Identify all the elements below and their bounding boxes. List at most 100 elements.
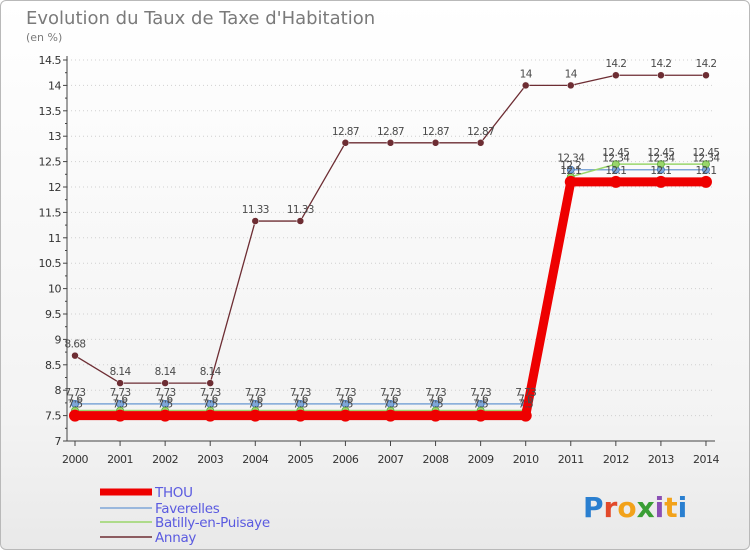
y-tick-label: 13 [48, 130, 61, 143]
data-point [251, 217, 260, 225]
data-label: 14.2 [695, 58, 716, 70]
data-label: 7.6 [338, 394, 354, 406]
data-label: 7.6 [383, 394, 399, 406]
data-point [204, 409, 217, 422]
data-point [114, 409, 127, 422]
data-label: 11.33 [242, 204, 269, 216]
y-tick-label: 9 [55, 333, 62, 346]
data-label: 7.6 [158, 394, 174, 406]
series-line [75, 177, 706, 421]
legend-label: Batilly-en-Puisaye [155, 515, 270, 531]
x-tick-label: 2010 [513, 453, 539, 466]
data-label: 12.1 [650, 165, 671, 177]
data-label: 12.87 [332, 126, 359, 138]
y-tick-label: 12 [48, 181, 61, 194]
data-point [296, 217, 305, 225]
legend-item-thou: THOU [100, 485, 193, 501]
data-point [429, 409, 442, 422]
x-tick-label: 2006 [332, 453, 358, 466]
data-point [564, 175, 577, 188]
data-point [476, 139, 485, 147]
data-label: 14.2 [605, 58, 626, 70]
legend-label: THOU [154, 485, 193, 501]
data-label: 12.1 [695, 165, 716, 177]
data-point [474, 409, 487, 422]
data-label: 12.87 [422, 126, 449, 138]
x-tick-label: 2002 [152, 453, 178, 466]
data-label: 7.73 [470, 387, 491, 399]
data-point [657, 160, 665, 169]
y-tick-label: 14.5 [39, 54, 62, 67]
data-label: 12.45 [602, 147, 629, 159]
data-label: 12.34 [602, 153, 630, 165]
data-point [341, 139, 350, 147]
data-label: 8.14 [155, 366, 177, 378]
data-label: 7.73 [200, 387, 221, 399]
data-label: 7.73 [335, 387, 356, 399]
data-label: 12.45 [692, 147, 719, 159]
data-label: 7.6 [113, 394, 129, 406]
legend-item-batilly-en-puisaye: Batilly-en-Puisaye [100, 515, 270, 531]
data-label: 12.87 [467, 126, 494, 138]
data-label: 7.73 [290, 387, 311, 399]
legend-label: Annay [155, 530, 196, 546]
data-point [609, 175, 622, 188]
data-labels: 8.68 8.14 8.14 8.14 11.33 11.33 12.87 12.87 12.8… [65, 58, 722, 411]
data-point [567, 81, 575, 90]
brand-letter: i [655, 491, 665, 524]
data-label: 7.6 [428, 394, 444, 406]
legend-swatch [100, 488, 152, 496]
x-tick-label: 2000 [62, 453, 88, 466]
data-label: 7.6 [248, 394, 264, 406]
data-point [206, 379, 214, 387]
data-point [702, 71, 710, 79]
brand-letter: P [583, 491, 604, 524]
data-label: 7.73 [245, 387, 266, 399]
y-tick-label: 11.5 [39, 206, 62, 219]
x-tick-label: 2007 [377, 453, 403, 466]
data-point [339, 409, 352, 422]
data-point [116, 379, 124, 387]
data-label: 7.73 [155, 387, 176, 399]
brand-letter: x [637, 491, 655, 524]
data-label: 12.87 [377, 126, 404, 138]
x-tick-label: 2004 [242, 453, 268, 466]
data-point [384, 409, 397, 422]
data-point [159, 409, 172, 422]
data-label: 7.5 [338, 399, 353, 411]
x-tick-label: 2008 [423, 453, 449, 466]
data-label: 12.1 [605, 165, 626, 177]
data-label: 12.34 [557, 153, 585, 165]
data-label: 12.1 [560, 165, 581, 177]
x-tick-label: 2005 [287, 453, 313, 466]
data-label: 7.73 [65, 387, 86, 399]
data-label: 7.5 [428, 399, 443, 411]
proxiti-logo: Proxiti [583, 491, 687, 524]
data-point [699, 175, 712, 188]
data-label: 7.73 [110, 387, 131, 399]
data-point [521, 81, 530, 90]
y-tick-label: 14 [48, 79, 61, 92]
data-label: 7.5 [248, 399, 263, 411]
data-point [71, 351, 79, 360]
data-label: 7.5 [158, 399, 173, 411]
data-point [249, 409, 262, 422]
data-point [69, 409, 81, 422]
legend-item-annay: Annay [100, 530, 197, 546]
plot-area: 7 7.5 8 8.5 9 9.5 10 10.5 11 11.5 12 12.5 13 13.5 14 14… [39, 54, 722, 466]
legend-item-faverelles: Faverelles [100, 501, 220, 517]
data-point [612, 71, 620, 79]
chart-title: Evolution du Taux de Taxe d'Habitation [26, 8, 375, 29]
data-label: 7.73 [425, 387, 446, 399]
series-annay [71, 71, 710, 387]
brand-letter: i [678, 491, 688, 524]
data-point [161, 379, 169, 387]
data-label: 8.68 [65, 339, 86, 351]
x-tick-label: 2009 [468, 453, 494, 466]
x-tick-label: 2003 [197, 453, 223, 466]
brand-letter: r [604, 491, 618, 524]
y-tick-label: 7.5 [45, 410, 61, 423]
data-label: 12.34 [692, 153, 720, 165]
data-point [294, 409, 307, 422]
